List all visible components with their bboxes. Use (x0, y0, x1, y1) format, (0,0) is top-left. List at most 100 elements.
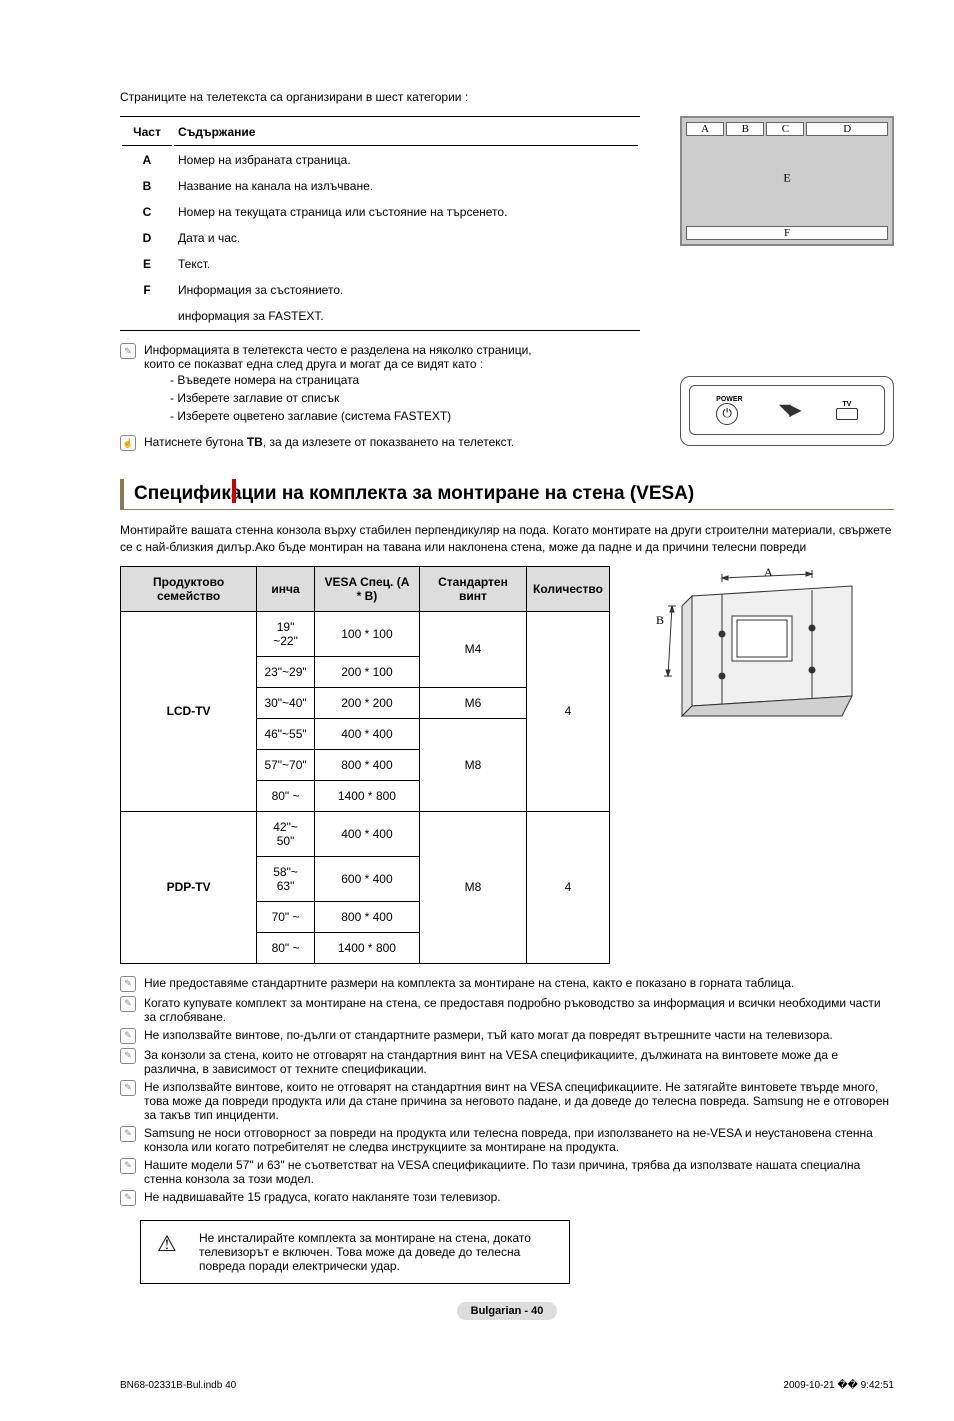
tv-icon (836, 408, 858, 420)
top-row: Част Съдържание AНомер на избраната стра… (120, 116, 894, 455)
lcd-r5-in: 80" ~ (257, 780, 315, 811)
diag-label-b: B (656, 613, 664, 627)
section-header: Спецификации на комплекта за монтиране н… (120, 479, 894, 510)
pdp-r0-sp: 400 * 400 (314, 811, 419, 856)
pdp-r1-sp: 600 * 400 (314, 856, 419, 901)
lcd-r4-in: 57"~70" (257, 749, 315, 780)
part-a: A (122, 148, 172, 172)
note2-post: , за да излезете от показването на телет… (263, 435, 514, 449)
note2-bold: ТВ (247, 435, 263, 449)
nb-1: Когато купувате комплект за монтиране на… (144, 996, 894, 1024)
note-icon: ✎ (120, 1126, 136, 1142)
note-icon: ✎ (120, 1028, 136, 1044)
lcd-screw-m4: M4 (419, 611, 526, 687)
bullet-3: Изберете оцветено заглавие (система FAST… (184, 407, 640, 425)
nb-7: Не надвишавайте 15 градуса, когато накла… (144, 1190, 894, 1204)
th-content: Съдържание (174, 119, 638, 146)
pdp-label: PDP-TV (121, 811, 257, 963)
th-spec: VESA Спец. (A * B) (314, 566, 419, 611)
tt-block-d: D (806, 122, 888, 136)
pdp-r1-in: 58"~ 63" (257, 856, 315, 901)
remote-diagram: POWER ⏻ ◥▶ TV (680, 376, 894, 446)
note1-bullets: Въведете номера на страницата Изберете з… (144, 371, 640, 425)
note2-pre: Натиснете бутона (144, 435, 247, 449)
tt-block-b: B (726, 122, 764, 136)
lcd-r5-sp: 1400 * 800 (314, 780, 419, 811)
teletext-diagram: A B C D E F (680, 116, 894, 246)
part-d-desc: Дата и час. (174, 226, 638, 250)
hand-icon: ☝ (120, 435, 136, 451)
diag-label-a: A (764, 566, 773, 579)
bullet-2: Изберете заглавие от списък (184, 389, 640, 407)
parts-table: Част Съдържание AНомер на избраната стра… (120, 116, 640, 331)
note-icon: ✎ (120, 1080, 136, 1096)
arrows-icon: ◥▶ (779, 400, 800, 420)
note-text: Информацията в телетекста често е раздел… (144, 343, 640, 425)
nb-4: Не използвайте винтове, които не отговар… (144, 1080, 894, 1122)
note-tv-button: ☝ Натиснете бутона ТВ, за да излезете от… (120, 435, 640, 451)
lcd-qty: 4 (527, 611, 610, 811)
nb-5: Samsung не носи отговорност за повреди н… (144, 1126, 894, 1154)
notes-below: ✎ Ние предоставяме стандартните размери н… (120, 976, 894, 1206)
vesa-svg: A B (630, 566, 894, 736)
note-icon: ✎ (120, 996, 136, 1012)
part-c-desc: Номер на текущата страница или състояние… (174, 200, 638, 224)
vesa-intro: Монтирайте вашата стенна конзола върху с… (120, 522, 894, 556)
note2-text: Натиснете бутона ТВ, за да излезете от п… (144, 435, 640, 449)
nb-0: Ние предоставяме стандартните размери на… (144, 976, 894, 990)
warning-box: ⚠ Не инсталирайте комплекта за монтиране… (140, 1220, 570, 1284)
note-icon: ✎ (120, 976, 136, 992)
power-label: POWER (716, 396, 742, 403)
footer-left: BN68-02331B-Bul.indb 40 (120, 1380, 236, 1391)
lcd-r3-in: 46"~55" (257, 718, 315, 749)
tt-block-a: A (686, 122, 724, 136)
lcd-label: LCD-TV (121, 611, 257, 811)
power-icon: ⏻ (716, 403, 738, 425)
part-c: C (122, 200, 172, 224)
lcd-r1-sp: 200 * 100 (314, 656, 419, 687)
bullet-1: Въведете номера на страницата (184, 371, 640, 389)
right-column: A B C D E F POWER ⏻ ◥▶ TV (680, 116, 894, 446)
page-badge: Bulgarian - 40 (457, 1302, 558, 1320)
part-a-desc: Номер на избраната страница. (174, 148, 638, 172)
part-e: E (122, 252, 172, 276)
vesa-table: Продуктово семейство инча VESA Спец. (A … (120, 566, 610, 964)
th-inches: инча (257, 566, 315, 611)
lcd-r0-in: 19" ~22" (257, 611, 315, 656)
note-icon: ✎ (120, 1190, 136, 1206)
th-screw: Стандартен винт (419, 566, 526, 611)
tt-block-e: E (783, 171, 790, 186)
pdp-screw: M8 (419, 811, 526, 963)
lcd-screw-m6: M6 (419, 687, 526, 718)
footer: BN68-02331B-Bul.indb 40 2009-10-21 �� 9:… (120, 1380, 894, 1391)
part-fastext-desc: информация за FASTEXT. (174, 304, 638, 328)
pdp-r2-in: 70" ~ (257, 901, 315, 932)
tv-label: TV (836, 401, 858, 408)
vesa-row: Продуктово семейство инча VESA Спец. (A … (120, 566, 894, 964)
left-column: Част Съдържание AНомер на избраната стра… (120, 116, 640, 455)
lcd-r2-sp: 200 * 200 (314, 687, 419, 718)
footer-right: 2009-10-21 �� 9:42:51 (783, 1380, 894, 1391)
pdp-r2-sp: 800 * 400 (314, 901, 419, 932)
part-b: B (122, 174, 172, 198)
part-f: F (122, 278, 172, 302)
pdp-qty: 4 (527, 811, 610, 963)
lcd-screw-m8: M8 (419, 718, 526, 811)
pdp-r3-in: 80" ~ (257, 932, 315, 963)
note1-line1: Информацията в телетекста често е раздел… (144, 343, 640, 357)
lcd-r2-in: 30"~40" (257, 687, 315, 718)
note1-line2: които се показват една след друга и мога… (144, 357, 640, 371)
nb-2: Не използвайте винтове, по-дълги от стан… (144, 1028, 894, 1042)
part-b-desc: Название на канала на излъчване. (174, 174, 638, 198)
lcd-r1-in: 23"~29" (257, 656, 315, 687)
th-family: Продуктово семейство (121, 566, 257, 611)
lcd-r0-sp: 100 * 100 (314, 611, 419, 656)
vesa-diagram: A B (630, 566, 894, 739)
note-icon: ✎ (120, 343, 136, 359)
note-teletext-pages: ✎ Информацията в телетекста често е разд… (120, 343, 640, 425)
part-blank (122, 304, 172, 328)
th-qty: Количество (527, 566, 610, 611)
part-f-desc: Информация за състоянието. (174, 278, 638, 302)
nb-6: Нашите модели 57" и 63" не съответстват … (144, 1158, 894, 1186)
part-e-desc: Текст. (174, 252, 638, 276)
